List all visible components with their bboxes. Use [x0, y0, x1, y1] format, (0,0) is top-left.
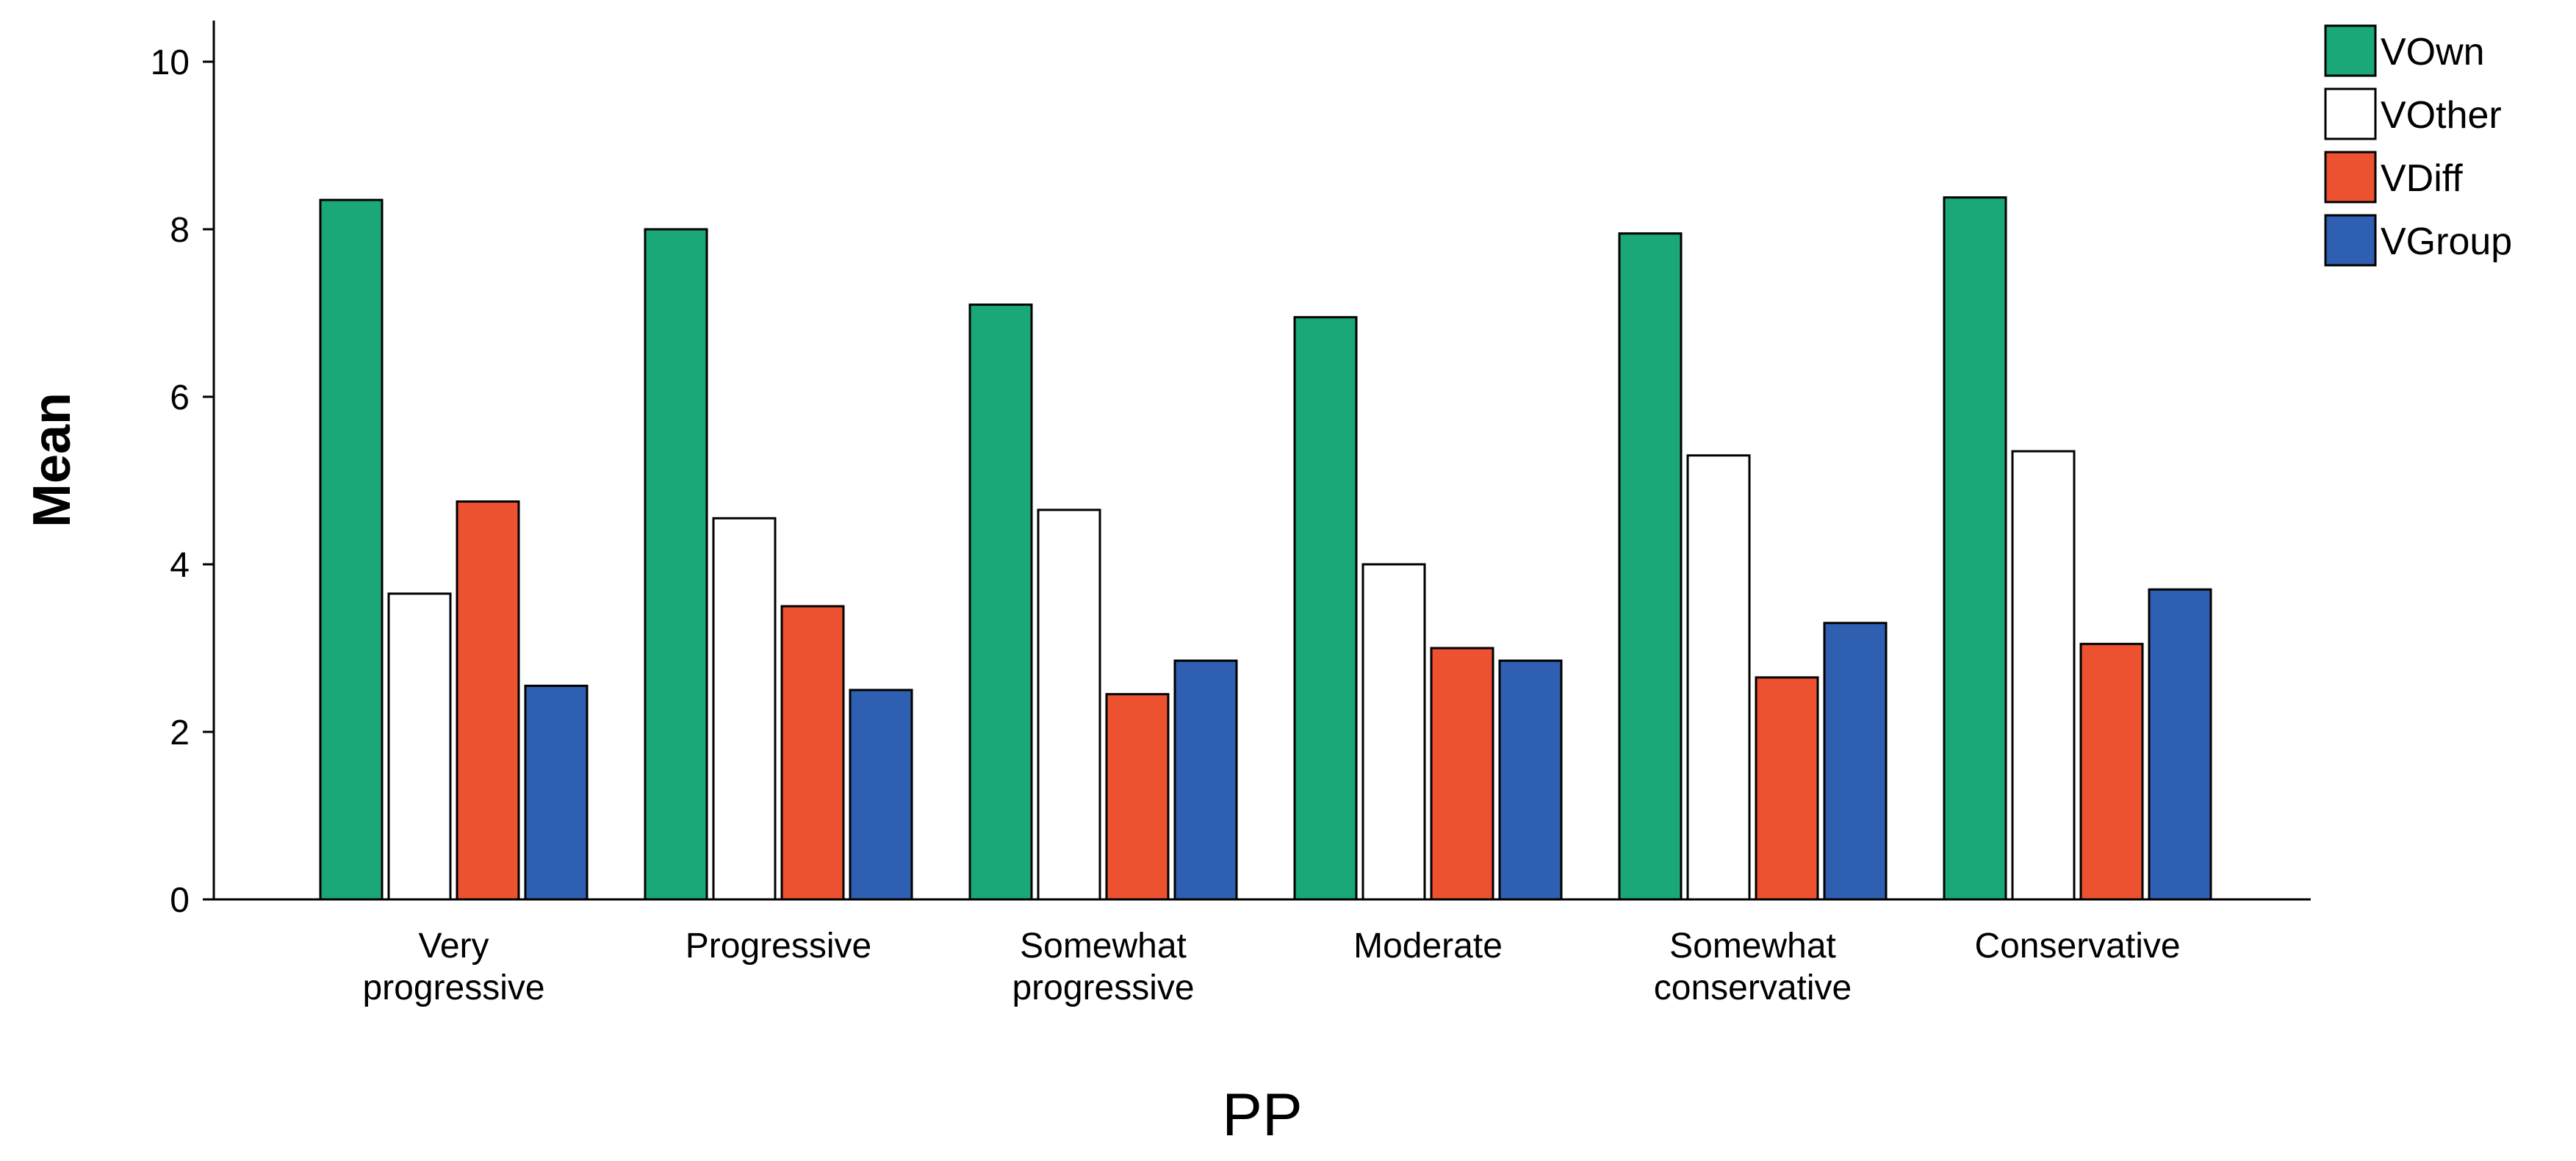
bar-vother [712, 517, 777, 901]
legend-swatch-vgroup [2324, 214, 2377, 267]
x-tick-label: Moderate [1353, 927, 1503, 966]
legend-label-vgroup: VGroup [2381, 220, 2512, 263]
x-axis-title: PP [1222, 1082, 1302, 1149]
legend-swatch-vown [2324, 24, 2377, 77]
bar-vgroup [849, 689, 913, 901]
bar-vown [644, 228, 708, 901]
bar-vdiff [456, 500, 520, 901]
legend-label-vown: VOwn [2381, 31, 2485, 73]
bar-vgroup [1173, 659, 1238, 901]
x-tick-label: progressive [1012, 968, 1194, 1007]
x-tick-label: Conservative [1974, 927, 2180, 966]
x-tick-label: Progressive [686, 927, 871, 966]
legend-swatch-vother [2324, 87, 2377, 140]
bar-vown [968, 303, 1033, 901]
x-tick-label: Somewhat [1669, 927, 1836, 966]
x-tick-label: conservative [1654, 968, 1852, 1007]
bar-vown [1943, 196, 2007, 901]
bar-vdiff [780, 605, 845, 901]
bar-vown [319, 198, 384, 901]
bar-vgroup [524, 684, 589, 901]
bar-vdiff [1755, 676, 1819, 901]
y-axis-title: Mean [23, 392, 82, 528]
legend-label-vdiff: VDiff [2381, 157, 2463, 200]
y-ticks: 0 2 4 6 8 10 [151, 43, 214, 920]
bar-vgroup [2148, 588, 2212, 901]
bars-layer [319, 196, 2212, 901]
legend-label-vother: VOther [2381, 94, 2502, 137]
bar-vgroup [1498, 659, 1563, 901]
y-tick-label: 4 [170, 546, 190, 585]
legend: VOwn VOther VDiff VGroup [2324, 24, 2512, 267]
bar-vgroup [1823, 622, 1888, 901]
y-tick-label: 10 [151, 43, 190, 82]
x-tick-label: Somewhat [1020, 927, 1187, 966]
bar-vother [1361, 563, 1426, 901]
bar-vdiff [1105, 693, 1170, 901]
y-tick-label: 0 [170, 881, 190, 920]
y-tick-label: 2 [170, 714, 190, 752]
bar-vother [387, 592, 452, 901]
bar-vown [1293, 316, 1358, 901]
y-tick-label: 6 [170, 378, 190, 417]
bar-vdiff [2079, 642, 2144, 901]
x-tick-label: progressive [362, 968, 544, 1007]
bar-vown [1618, 232, 1683, 901]
bar-vother [2011, 450, 2076, 901]
bar-vother [1037, 508, 1101, 901]
legend-swatch-vdiff [2324, 151, 2377, 204]
bar-vother [1686, 454, 1751, 901]
y-tick-label: 8 [170, 211, 190, 250]
bar-vdiff [1430, 647, 1494, 901]
x-tick-label: Very [418, 927, 489, 966]
